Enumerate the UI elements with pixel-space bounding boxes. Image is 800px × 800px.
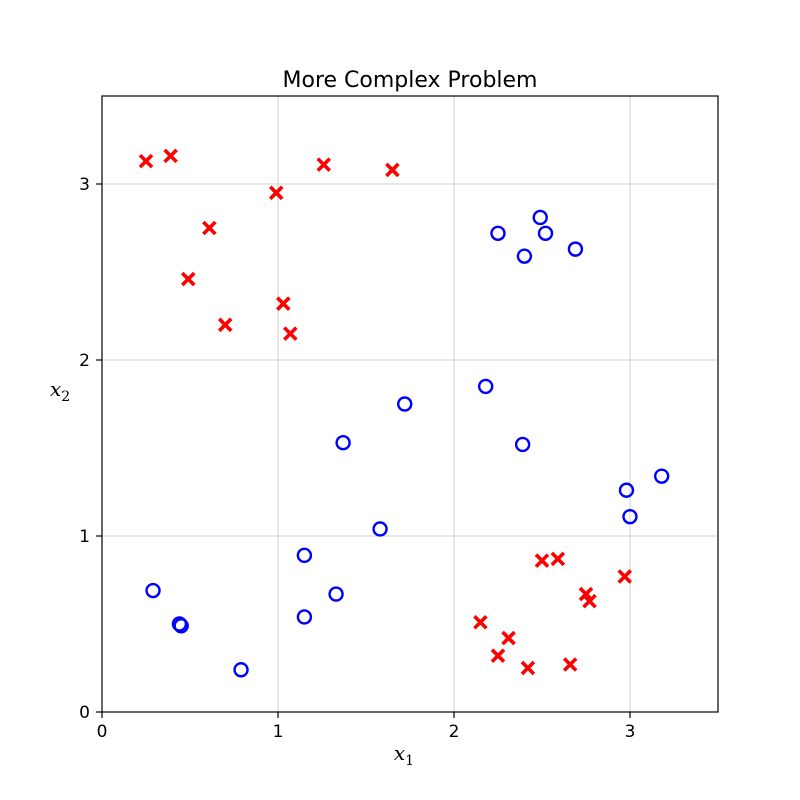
red-x-point xyxy=(562,657,578,672)
red-x-point xyxy=(550,551,566,567)
blue-circle-point xyxy=(296,609,313,625)
blue-circle-point xyxy=(490,225,506,241)
blue-circle-point xyxy=(328,586,344,602)
blue-circle-point xyxy=(532,209,548,226)
blue-circle-point xyxy=(622,508,638,525)
axis-ticks: 0 1 2 3 0 1 2 3 xyxy=(79,175,635,742)
red-x-point xyxy=(180,271,196,287)
blue-circle-point xyxy=(233,662,249,678)
y-tick-label: 3 xyxy=(79,175,90,195)
x-axis-label: x1 xyxy=(394,741,414,769)
blue-circle-point xyxy=(335,435,351,451)
y-tick-label: 0 xyxy=(79,703,90,723)
red-x-point xyxy=(520,660,536,676)
blue-circle-point xyxy=(296,547,313,564)
blue-circle-point xyxy=(618,482,635,498)
red-x-point xyxy=(276,296,291,311)
red-x-point xyxy=(490,648,506,663)
blue-circle-point xyxy=(567,241,584,257)
red-x-point xyxy=(578,586,594,602)
chart-title: More Complex Problem xyxy=(283,68,538,93)
blue-circle-point xyxy=(514,436,531,453)
y-axis-label-base: x xyxy=(50,377,61,401)
blue-circle-point xyxy=(372,521,388,537)
blue-circle-point xyxy=(537,225,554,241)
blue-circle-point xyxy=(516,248,533,264)
blue-circle-point xyxy=(173,618,189,634)
y-tick-label: 1 xyxy=(79,527,90,547)
red-x-point xyxy=(617,569,632,584)
x-tick-label: 3 xyxy=(625,722,636,742)
red-x-point xyxy=(163,148,178,164)
blue-circle-point xyxy=(477,378,494,395)
y-axis-label-sub: 2 xyxy=(61,389,70,405)
blue-circle-point xyxy=(171,616,188,632)
red-x-point xyxy=(501,630,516,646)
x-axis-label-base: x xyxy=(394,741,405,765)
blue-circle-point xyxy=(653,468,670,484)
blue-circle-point xyxy=(145,582,161,599)
red-x-point xyxy=(268,185,284,201)
red-x-point xyxy=(217,317,233,333)
red-x-point xyxy=(138,153,154,169)
x-tick-label: 2 xyxy=(449,722,460,742)
y-tick-label: 2 xyxy=(79,351,90,371)
red-x-point xyxy=(283,326,298,341)
blue-circle-point xyxy=(397,396,413,412)
red-x-point xyxy=(385,162,400,178)
red-x-point xyxy=(473,614,488,630)
plot-frame xyxy=(101,95,719,713)
x-tick-label: 0 xyxy=(97,722,108,742)
x-axis-label-sub: 1 xyxy=(405,753,414,769)
red-x-point xyxy=(582,593,597,609)
red-x-point xyxy=(534,553,550,568)
red-x-point xyxy=(202,220,217,236)
red-x-point xyxy=(316,157,332,172)
data-points xyxy=(138,148,670,678)
y-axis-label: x2 xyxy=(50,377,70,405)
x-tick-label: 1 xyxy=(273,722,284,742)
